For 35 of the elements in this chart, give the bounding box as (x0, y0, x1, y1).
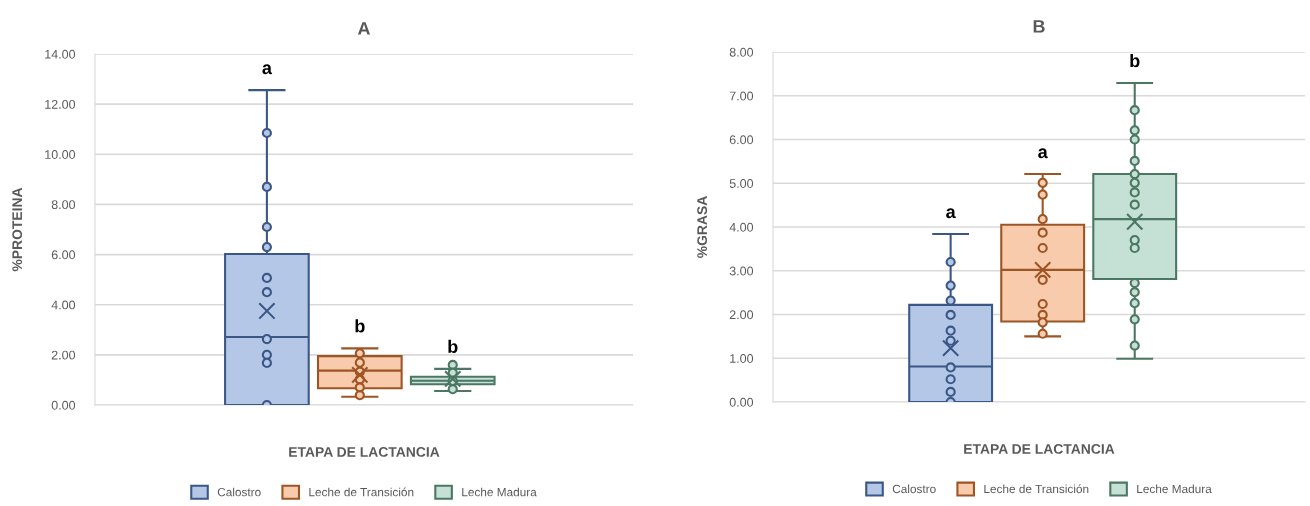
y-tick-label: 1.00 (730, 354, 754, 363)
x-axis-title: ETAPA DE LACTANCIA (289, 447, 440, 457)
chart-title: B (1033, 20, 1045, 33)
legend-label: Calostro (217, 487, 261, 497)
y-tick-label: 3.00 (729, 266, 754, 276)
y-tick-label: 5.00 (729, 179, 754, 188)
y-tick-label: 10.00 (45, 150, 76, 159)
legend-label: Leche de Transición (309, 487, 414, 497)
y-tick-label: 2.00 (51, 350, 76, 360)
y-tick-label: 0.00 (729, 397, 754, 407)
y-tick-label: 12.00 (45, 99, 76, 109)
y-tick-label: 8.00 (729, 47, 754, 57)
y-tick-label: 6.00 (729, 135, 754, 145)
legend-label: Calostro (892, 484, 936, 494)
y-tick-label: 14.00 (45, 49, 76, 59)
legend-label: Leche de Transición (984, 484, 1089, 494)
y-tick-label: 2.00 (729, 310, 754, 320)
y-tick-label: 6.00 (51, 250, 76, 260)
x-axis-title: ETAPA DE LACTANCIA (964, 444, 1115, 454)
legend-label: Leche Madura (462, 487, 537, 497)
annotation: b (448, 339, 458, 354)
annotation: b (1130, 53, 1140, 68)
y-tick-label: 4.00 (51, 300, 76, 310)
y-tick-label: 0.00 (51, 400, 76, 410)
annotation: b (355, 319, 365, 333)
annotation: a (1038, 148, 1048, 159)
chart-title: A (357, 22, 371, 35)
y-tick-label: 7.00 (729, 91, 754, 101)
annotation: a (262, 64, 273, 75)
annotation: a (946, 208, 956, 219)
y-axis-title: %GRASA (697, 196, 708, 258)
y-tick-label: 8.00 (51, 200, 76, 210)
legend-label: Leche Madura (1137, 484, 1212, 494)
y-tick-label: 4.00 (729, 222, 754, 232)
y-axis-title: %PROTEINA (12, 187, 23, 272)
